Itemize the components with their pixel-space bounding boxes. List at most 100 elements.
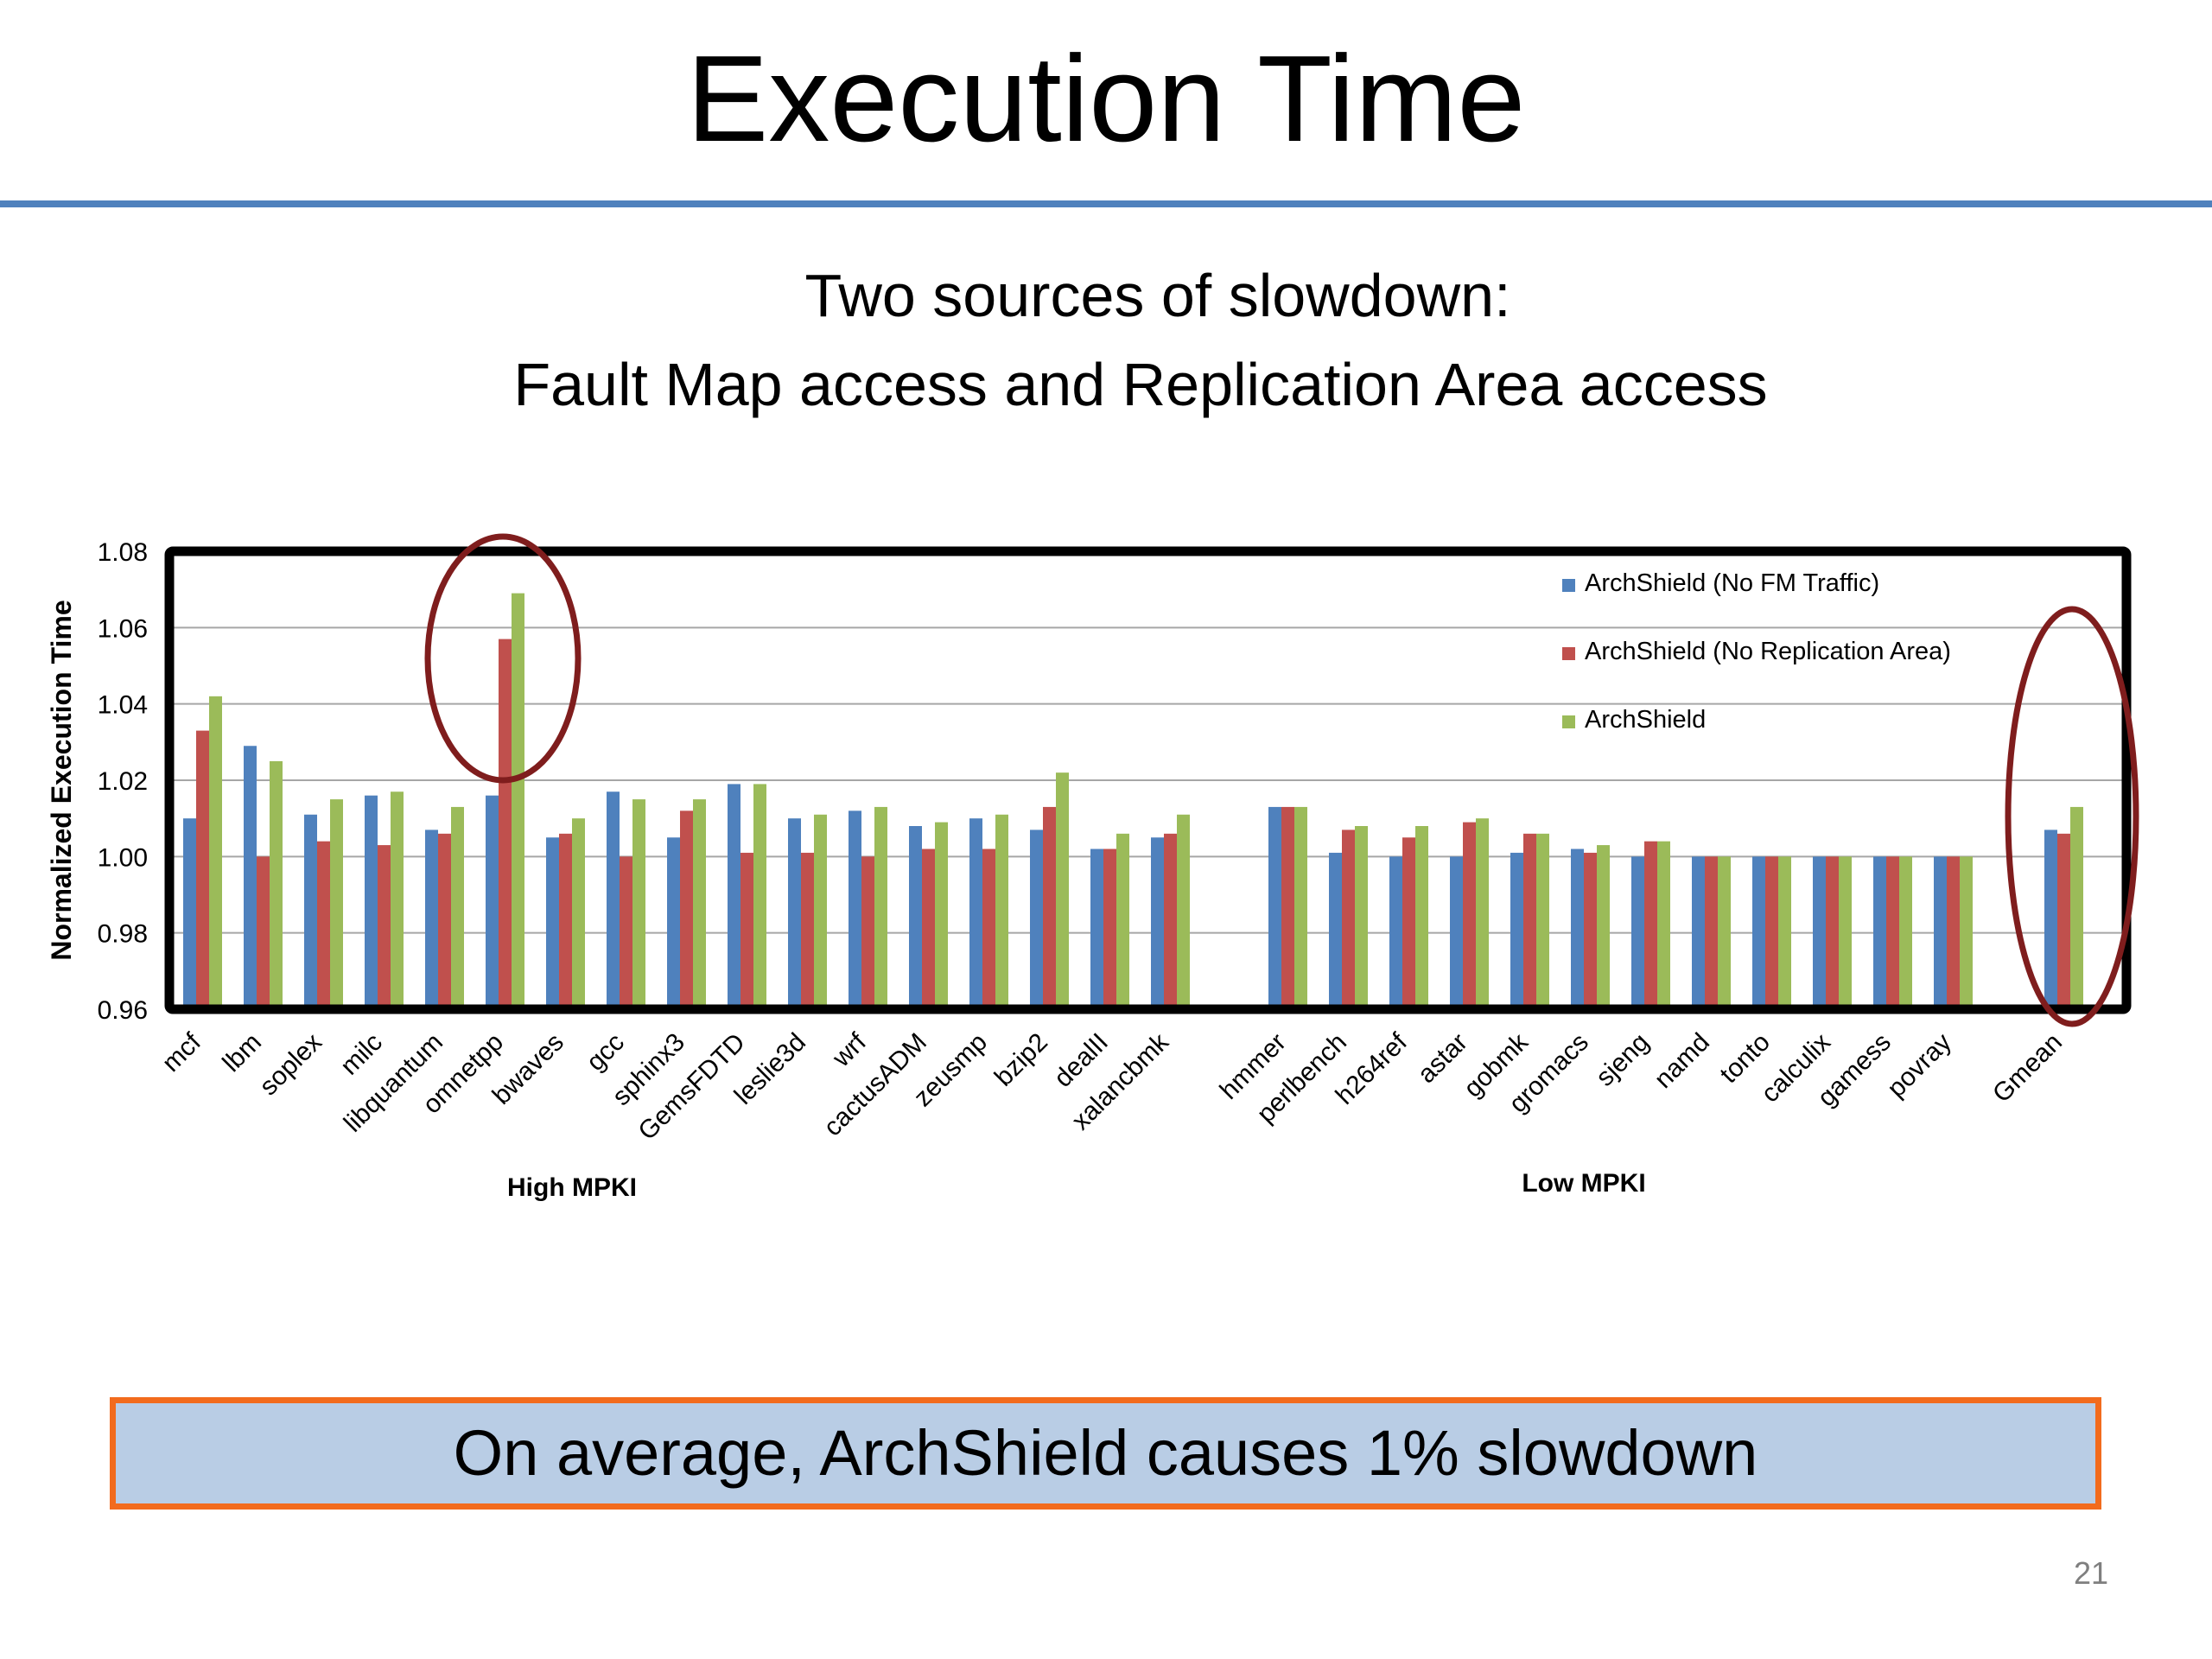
- bar: [391, 791, 404, 1009]
- bar: [183, 818, 196, 1009]
- x-tick-label: soplex: [254, 1028, 327, 1102]
- bar: [378, 845, 391, 1009]
- bar: [499, 639, 512, 1009]
- x-tick-label: povray: [1882, 1028, 1957, 1103]
- x-tick-label: namd: [1649, 1028, 1715, 1094]
- bar: [1873, 856, 1886, 1009]
- bar: [1402, 837, 1415, 1009]
- plot-frame: [164, 546, 2132, 1014]
- x-tick-label: gcc: [582, 1028, 630, 1077]
- bar: [728, 784, 741, 1009]
- x-tick-label: wrf: [827, 1027, 873, 1073]
- bar: [1765, 856, 1778, 1009]
- bar: [1752, 856, 1765, 1009]
- bar: [693, 799, 706, 1009]
- bar: [1450, 856, 1463, 1009]
- legend-swatch: [1562, 579, 1575, 592]
- bar: [1510, 852, 1523, 1009]
- bar: [451, 806, 464, 1009]
- bar: [1030, 830, 1043, 1009]
- bar: [1571, 849, 1584, 1009]
- bar: [1960, 856, 1973, 1009]
- y-tick-label: 1.08: [98, 538, 148, 567]
- bar: [861, 856, 874, 1009]
- bar: [1813, 856, 1826, 1009]
- bar: [1692, 856, 1705, 1009]
- bar: [814, 814, 827, 1009]
- bar: [1778, 856, 1791, 1009]
- bar: [330, 799, 343, 1009]
- y-tick-label: 1.00: [98, 843, 148, 872]
- bar: [632, 799, 645, 1009]
- y-tick-label: 1.06: [98, 614, 148, 643]
- bar: [667, 837, 680, 1009]
- bar: [1389, 856, 1402, 1009]
- bar: [680, 810, 693, 1009]
- bar: [1342, 830, 1355, 1009]
- group-label: Low MPKI: [1522, 1169, 1645, 1198]
- bar: [1536, 833, 1549, 1009]
- bar: [1329, 852, 1342, 1009]
- y-tick-label: 0.98: [98, 920, 148, 949]
- legend-swatch: [1562, 647, 1575, 660]
- x-tick-label: Gmean: [1987, 1028, 2068, 1109]
- bar: [209, 696, 222, 1009]
- x-tick-label: sjeng: [1591, 1028, 1655, 1092]
- bar: [982, 849, 995, 1009]
- bar: [257, 856, 270, 1009]
- bar: [1056, 772, 1069, 1009]
- y-tick-label: 1.02: [98, 767, 148, 796]
- execution-time-chart: 0.96 0.98 1.00 1.02 1.04 1.06 1.08 Normalized E…: [46, 533, 2139, 1202]
- bar: [559, 833, 572, 1009]
- bar: [2070, 806, 2083, 1009]
- bar: [607, 791, 620, 1009]
- bar: [512, 593, 524, 1009]
- bar: [1899, 856, 1912, 1009]
- legend-label: ArchShield (No Replication Area): [1585, 638, 1951, 665]
- bar: [1043, 806, 1056, 1009]
- bar: [1523, 833, 1536, 1009]
- bar: [1355, 826, 1368, 1009]
- bar: [1826, 856, 1839, 1009]
- bar: [788, 818, 801, 1009]
- y-tick-label: 0.96: [98, 996, 148, 1025]
- bar: [801, 852, 814, 1009]
- highlight-ellipse: [424, 533, 582, 784]
- bar: [935, 822, 948, 1009]
- bar: [1657, 841, 1670, 1009]
- bar: [1103, 849, 1116, 1009]
- bar: [486, 795, 499, 1009]
- bar: [1476, 818, 1489, 1009]
- bar: [2057, 833, 2070, 1009]
- bar: [1947, 856, 1960, 1009]
- bar: [1116, 833, 1129, 1009]
- bar: [1718, 856, 1731, 1009]
- bar: [1177, 814, 1190, 1009]
- bar: [874, 806, 887, 1009]
- page-number: 21: [2073, 1555, 2108, 1591]
- legend-label: ArchShield (No FM Traffic): [1585, 569, 1879, 597]
- bar: [1151, 837, 1164, 1009]
- legend-swatch: [1562, 715, 1575, 728]
- bar: [849, 810, 861, 1009]
- highlight-ellipse: [2005, 606, 2139, 1027]
- legend-label: ArchShield: [1585, 706, 1706, 734]
- bar: [1934, 856, 1947, 1009]
- bar: [196, 730, 209, 1009]
- bar: [1631, 856, 1644, 1009]
- bar: [1644, 841, 1657, 1009]
- summary-callout: On average, ArchShield causes 1% slowdow…: [110, 1397, 2101, 1510]
- subtitle-line-2: Fault Map access and Replication Area ac…: [513, 351, 1768, 418]
- bar: [1705, 856, 1718, 1009]
- x-tick-label: mcf: [156, 1027, 207, 1077]
- bar: [1164, 833, 1177, 1009]
- bar: [1281, 806, 1294, 1009]
- subtitle-line-1: Two sources of slowdown:: [804, 262, 1511, 329]
- bar: [2044, 830, 2057, 1009]
- y-tick-label: 1.04: [98, 691, 148, 720]
- bar: [995, 814, 1008, 1009]
- bar: [741, 852, 753, 1009]
- bar: [1597, 845, 1610, 1009]
- bar: [620, 856, 632, 1009]
- bar: [753, 784, 766, 1009]
